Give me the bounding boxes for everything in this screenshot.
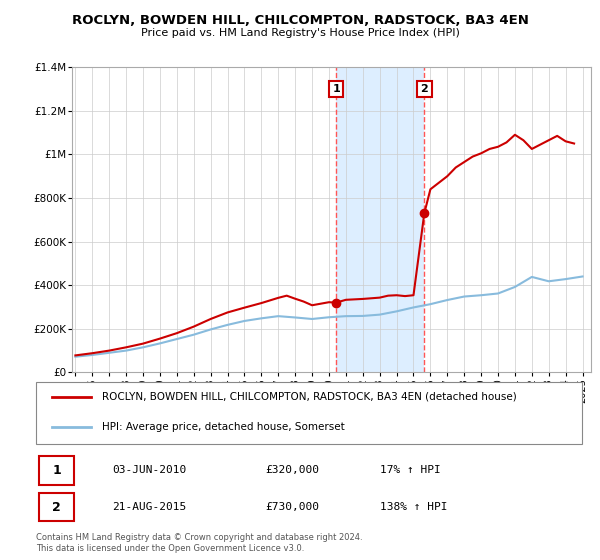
Text: £320,000: £320,000 — [265, 465, 319, 475]
Text: HPI: Average price, detached house, Somerset: HPI: Average price, detached house, Some… — [101, 422, 344, 432]
Text: Price paid vs. HM Land Registry's House Price Index (HPI): Price paid vs. HM Land Registry's House … — [140, 28, 460, 38]
Text: 21-AUG-2015: 21-AUG-2015 — [112, 502, 187, 512]
Text: ROCLYN, BOWDEN HILL, CHILCOMPTON, RADSTOCK, BA3 4EN (detached house): ROCLYN, BOWDEN HILL, CHILCOMPTON, RADSTO… — [101, 392, 516, 402]
Text: ROCLYN, BOWDEN HILL, CHILCOMPTON, RADSTOCK, BA3 4EN: ROCLYN, BOWDEN HILL, CHILCOMPTON, RADSTO… — [71, 14, 529, 27]
FancyBboxPatch shape — [39, 456, 74, 484]
Text: 03-JUN-2010: 03-JUN-2010 — [112, 465, 187, 475]
Text: 1: 1 — [52, 464, 61, 477]
FancyBboxPatch shape — [39, 493, 74, 521]
Text: 17% ↑ HPI: 17% ↑ HPI — [380, 465, 441, 475]
Text: 1: 1 — [332, 84, 340, 94]
Text: £730,000: £730,000 — [265, 502, 319, 512]
Bar — [336, 67, 424, 372]
FancyBboxPatch shape — [36, 382, 582, 444]
Text: Contains HM Land Registry data © Crown copyright and database right 2024.
This d: Contains HM Land Registry data © Crown c… — [36, 533, 362, 553]
Text: 2: 2 — [421, 84, 428, 94]
Text: 2: 2 — [52, 501, 61, 514]
Text: 138% ↑ HPI: 138% ↑ HPI — [380, 502, 448, 512]
